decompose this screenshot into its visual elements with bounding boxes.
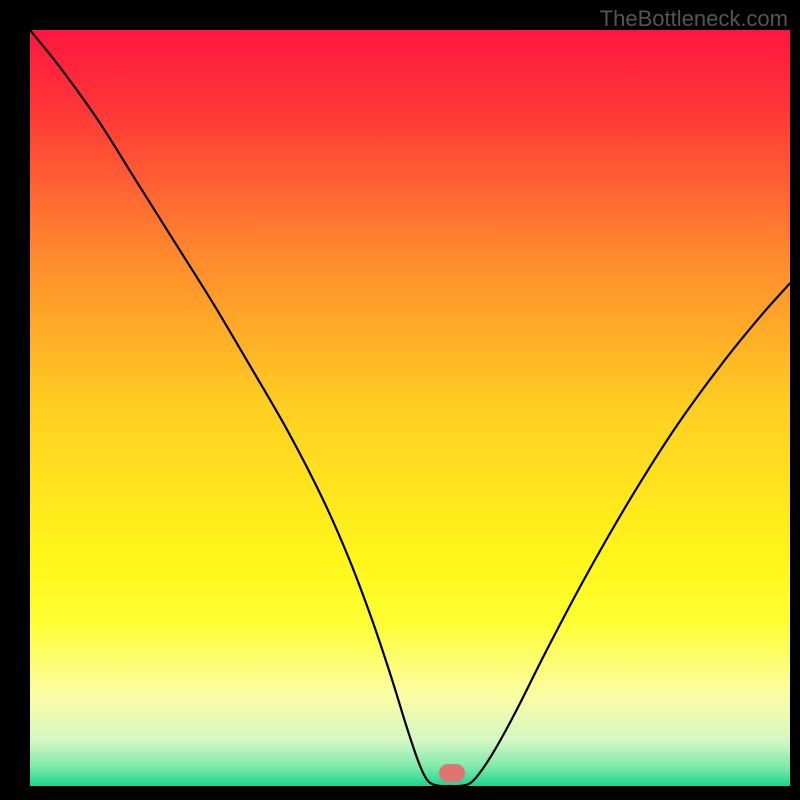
watermark-text: TheBottleneck.com: [600, 6, 788, 32]
bottleneck-curve-svg: [30, 30, 790, 786]
sweet-spot-marker: [439, 764, 465, 782]
bottleneck-curve-path: [30, 30, 790, 786]
chart-wrapper: TheBottleneck.com: [0, 0, 800, 800]
